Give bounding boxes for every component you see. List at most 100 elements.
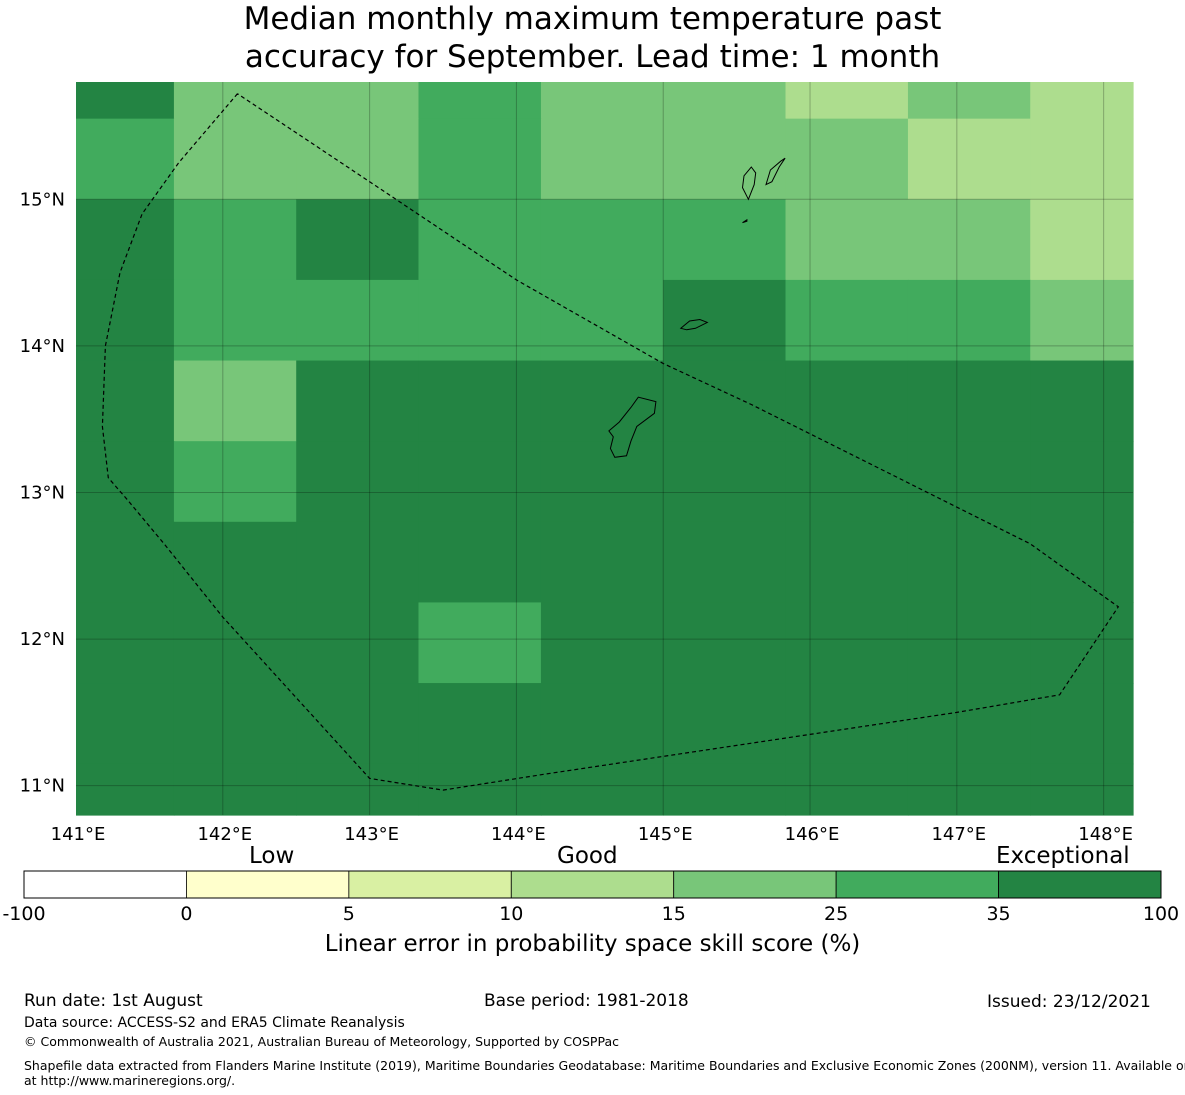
grid-cell: [540, 521, 664, 604]
grid-cell: [540, 683, 664, 765]
colorbar-bin: [23, 870, 187, 899]
grid-cell: [540, 763, 664, 816]
grid-cell: [296, 602, 420, 684]
shapefile-credit-line-1: Shapefile data extracted from Flanders M…: [24, 1058, 1185, 1073]
island-outline: [765, 157, 786, 186]
colorbar-tick-label: 35: [986, 903, 1011, 925]
grid-cell: [418, 82, 542, 120]
colorbar-label: Linear error in probability space skill …: [324, 931, 861, 957]
grid-cell: [418, 683, 542, 765]
base-period: Base period: 1981-2018: [484, 991, 689, 1011]
grid-cell: [1030, 118, 1134, 200]
copyright: © Commonwealth of Australia 2021, Austra…: [24, 1034, 619, 1049]
longitude-label: 143°E: [344, 824, 399, 845]
grid-cell: [173, 441, 297, 523]
colorbar-category-exceptional: Exceptional: [996, 843, 1130, 869]
grid-cell: [173, 763, 297, 816]
run-date: Run date: 1st August: [24, 991, 203, 1011]
grid-cell: [663, 360, 787, 442]
colorbar-bin: [186, 870, 350, 899]
map-title-line-1: Median monthly maximum temperature past: [243, 1, 942, 37]
grid-cell: [907, 763, 1031, 816]
grid-cell: [907, 360, 1031, 442]
grid-cell: [76, 199, 175, 281]
grid-cell: [907, 279, 1031, 362]
grid-cell: [76, 521, 175, 604]
latitude-labels: 11°N 12°N 13°N 14°N 15°N: [20, 189, 65, 796]
grid-cell: [296, 360, 420, 442]
longitude-label: 142°E: [197, 824, 252, 845]
grid-cell: [173, 602, 297, 684]
colorbar-bin: [510, 870, 675, 899]
grid-cell: [663, 82, 787, 120]
island-outline: [679, 318, 709, 331]
colorbar-bin: [348, 870, 512, 899]
colorbar-tick-label: 5: [342, 903, 355, 925]
grid-cell: [540, 82, 664, 120]
grid-cell: [540, 602, 664, 684]
coastlines: [608, 157, 786, 458]
grid-cell: [76, 279, 175, 362]
grid-cell: [1030, 521, 1134, 604]
grid-cell: [785, 118, 909, 200]
grid-cell: [785, 602, 909, 684]
colorbar-category-good: Good: [557, 843, 618, 869]
grid-cell: [173, 118, 297, 200]
colorbar-tick-label: 15: [661, 903, 686, 925]
graticule: [76, 82, 1133, 815]
grid-cell: [173, 199, 297, 281]
grid-cell: [418, 602, 542, 684]
grid-cell: [907, 521, 1031, 604]
colorbar-frame: [23, 870, 1162, 899]
grid-cell: [1030, 602, 1134, 684]
colorbar-tick-label: 10: [499, 903, 524, 925]
colorbar-tick-label: 0: [180, 903, 193, 925]
grid-cell: [907, 82, 1031, 120]
longitude-label: 147°E: [931, 824, 986, 845]
grid-cell: [296, 82, 420, 120]
grid-cell: [76, 763, 175, 816]
latitude-label: 11°N: [20, 776, 65, 797]
issued-date: Issued: 23/12/2021: [987, 992, 1151, 1012]
map-title-line-2: accuracy for September. Lead time: 1 mon…: [244, 39, 941, 75]
island-outline: [742, 218, 748, 224]
longitude-label: 141°E: [51, 824, 106, 845]
longitude-label: 145°E: [638, 824, 693, 845]
grid-cell: [296, 199, 420, 281]
grid-cell: [76, 360, 175, 442]
colorbar-bin: [998, 870, 1162, 899]
colorbar-tick-label: 100: [1142, 903, 1180, 925]
grid-cell: [663, 763, 787, 816]
eez-boundary: [101, 93, 1120, 791]
grid-cell: [907, 118, 1031, 200]
longitude-label: 148°E: [1078, 824, 1133, 845]
longitude-label: 144°E: [491, 824, 546, 845]
grid-cell: [418, 360, 542, 442]
colorbar-tick-label: -100: [2, 903, 46, 925]
latitude-label: 14°N: [20, 336, 65, 357]
grid-cell: [785, 199, 909, 281]
grid-cell: [173, 82, 297, 120]
grid-cell: [1030, 683, 1134, 765]
grid-cell: [907, 199, 1031, 281]
grid-cell: [173, 521, 297, 604]
grid-cell: [76, 82, 175, 120]
map-title: Median monthly maximum temperature past …: [0, 0, 1185, 76]
island-outline: [608, 396, 657, 458]
data-source: Data source: ACCESS-S2 and ERA5 Climate …: [24, 1015, 405, 1031]
grid-cell: [173, 683, 297, 765]
skill-grid: [76, 82, 1134, 816]
island-outline: [741, 166, 757, 201]
grid-cell: [785, 279, 909, 362]
grid-cell: [907, 602, 1031, 684]
latitude-label: 15°N: [20, 189, 65, 210]
colorbar: [23, 870, 1162, 899]
colorbar-tick-label: 25: [824, 903, 849, 925]
grid-cell: [540, 441, 664, 523]
grid-cell: [76, 683, 175, 765]
grid-cell: [296, 683, 420, 765]
grid-cell: [663, 199, 787, 281]
grid-cell: [173, 279, 297, 362]
grid-cell: [418, 521, 542, 604]
skill-map: 141°E 142°E 143°E 144°E 145°E 146°E 147°E 148°E…: [20, 82, 1162, 899]
